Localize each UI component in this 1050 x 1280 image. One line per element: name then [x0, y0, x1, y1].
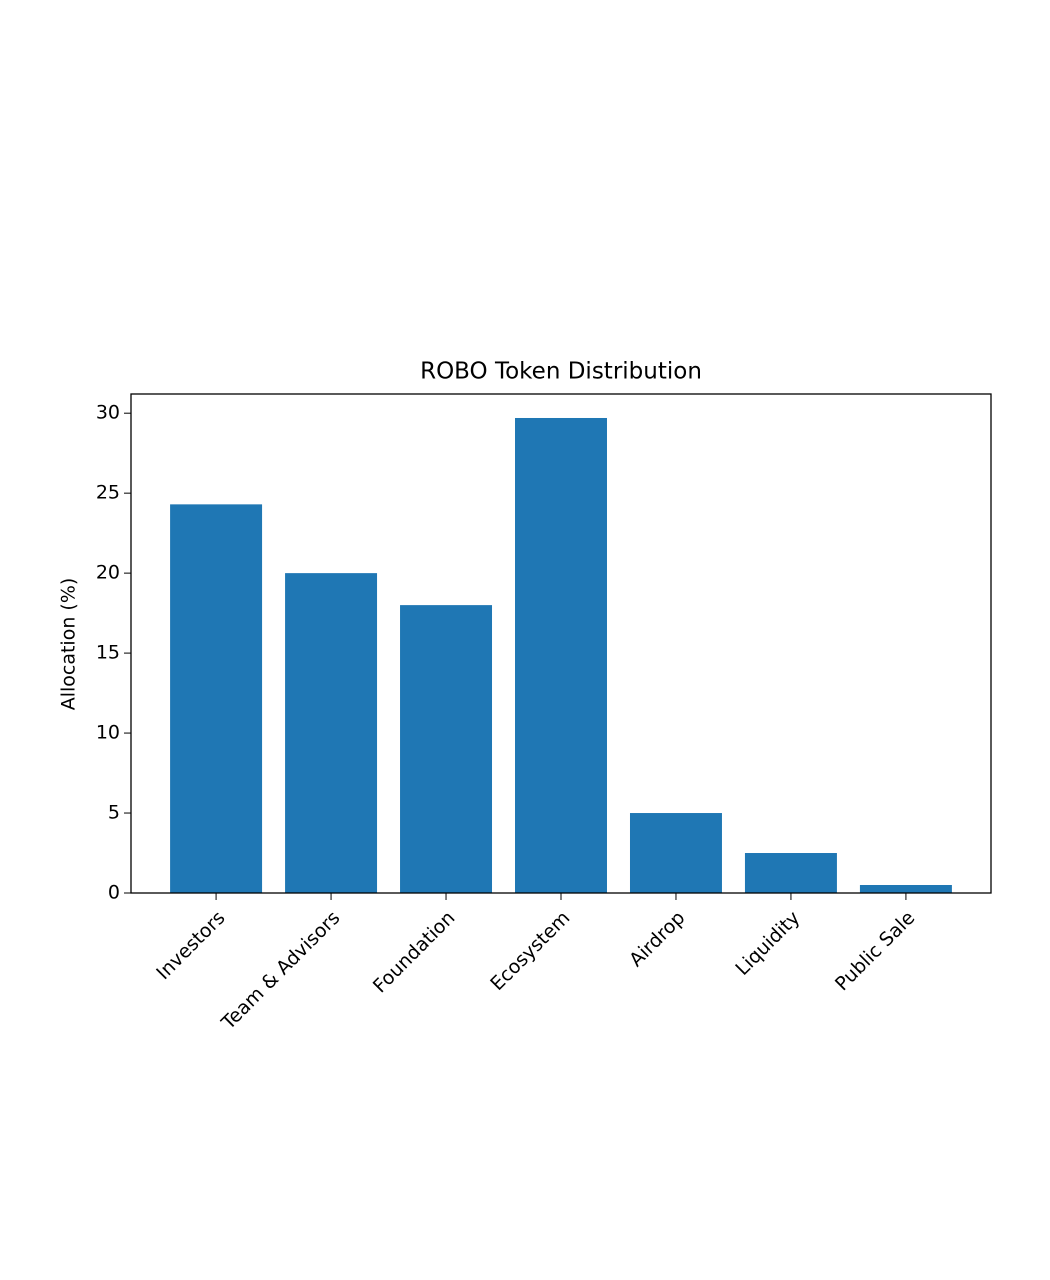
y-tick-label: 25 [96, 482, 120, 504]
y-tick-label: 0 [108, 882, 120, 904]
plot-frame [130, 393, 992, 894]
y-axis-label: Allocation (%) [58, 578, 80, 711]
x-tick-label: Investors [152, 907, 229, 984]
x-tick-label: Liquidity [731, 907, 804, 980]
bar [629, 813, 722, 893]
y-tick-label: 30 [96, 402, 120, 424]
bar [285, 573, 378, 893]
y-tick-label: 15 [96, 642, 120, 664]
bar [515, 417, 607, 893]
x-tick-label: Public Sale [831, 907, 919, 995]
x-tick-label: Ecosystem [486, 907, 574, 995]
x-tick-label: Airdrop [625, 907, 689, 971]
bar [400, 605, 493, 893]
y-tick-label: 10 [96, 722, 120, 744]
bar [859, 885, 952, 893]
chart-title: ROBO Token Distribution [420, 359, 702, 385]
y-tick-label: 20 [96, 562, 120, 584]
x-tick-label: Team & Advisors [217, 907, 345, 1035]
bar [170, 504, 263, 893]
bar [744, 853, 837, 893]
x-tick-label: Foundation [369, 907, 460, 998]
y-tick-label: 5 [108, 802, 120, 824]
